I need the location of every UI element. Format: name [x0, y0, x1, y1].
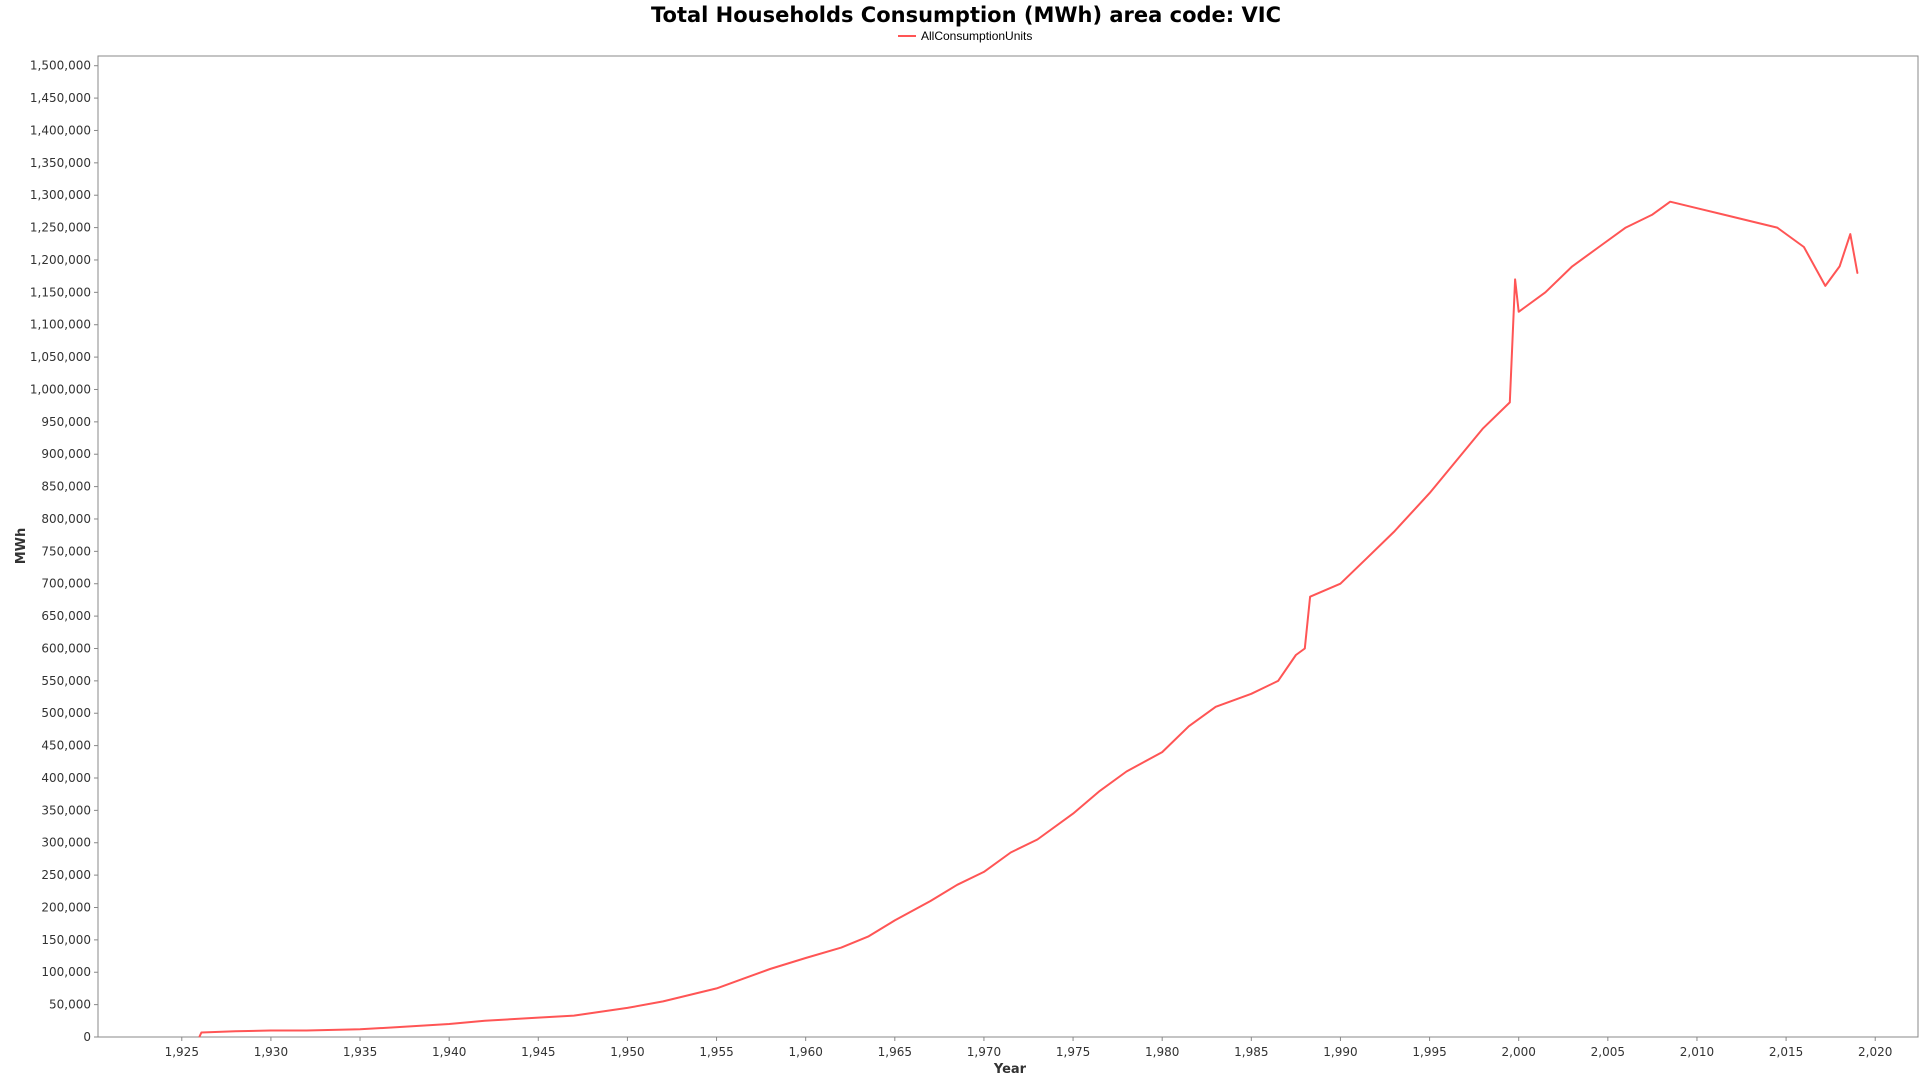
x-tick-label: 1,950	[610, 1045, 644, 1059]
y-tick-label: 450,000	[41, 739, 91, 753]
y-axis: 0 50,000 100,000 150,000 200,000 250,000 300,0…	[30, 59, 98, 1044]
y-tick-label: 350,000	[41, 803, 91, 817]
y-tick-label: 950,000	[41, 415, 91, 429]
legend-label: AllConsumptionUnits	[921, 29, 1032, 43]
x-tick-label: 2,015	[1769, 1045, 1803, 1059]
x-tick-label: 1,965	[878, 1045, 912, 1059]
y-tick-label: 1,250,000	[30, 221, 91, 235]
y-tick-label: 50,000	[49, 998, 91, 1012]
x-tick-label: 1,975	[1056, 1045, 1090, 1059]
y-tick-label: 1,300,000	[30, 188, 91, 202]
x-tick-label: 2,005	[1591, 1045, 1625, 1059]
x-axis-title: Year	[993, 1062, 1027, 1077]
x-tick-label: 2,020	[1858, 1045, 1892, 1059]
y-tick-label: 100,000	[41, 965, 91, 979]
x-tick-label: 1,990	[1323, 1045, 1357, 1059]
x-tick-label: 1,925	[165, 1045, 199, 1059]
y-tick-label: 400,000	[41, 771, 91, 785]
x-tick-label: 1,930	[254, 1045, 288, 1059]
y-tick-label: 1,100,000	[30, 318, 91, 332]
y-tick-label: 500,000	[41, 706, 91, 720]
y-axis-title: MWh	[14, 528, 29, 565]
y-tick-label: 300,000	[41, 836, 91, 850]
y-tick-label: 250,000	[41, 868, 91, 882]
x-tick-label: 1,995	[1412, 1045, 1446, 1059]
y-tick-label: 600,000	[41, 641, 91, 655]
legend: AllConsumptionUnits	[898, 29, 1032, 43]
x-tick-label: 2,000	[1502, 1045, 1536, 1059]
x-tick-label: 1,940	[432, 1045, 466, 1059]
y-tick-label: 1,150,000	[30, 285, 91, 299]
y-tick-label: 650,000	[41, 609, 91, 623]
y-tick-label: 1,000,000	[30, 382, 91, 396]
x-tick-label: 1,935	[343, 1045, 377, 1059]
y-tick-label: 0	[83, 1030, 91, 1044]
x-tick-label: 1,960	[788, 1045, 822, 1059]
x-axis: 1,925 1,930 1,935 1,940 1,945 1,950 1,955 1,960…	[165, 1037, 1892, 1059]
y-tick-label: 700,000	[41, 577, 91, 591]
x-tick-label: 1,945	[521, 1045, 555, 1059]
y-tick-label: 1,450,000	[30, 91, 91, 105]
x-tick-label: 1,955	[699, 1045, 733, 1059]
y-tick-label: 850,000	[41, 480, 91, 494]
x-tick-label: 1,985	[1234, 1045, 1268, 1059]
y-tick-label: 750,000	[41, 544, 91, 558]
y-tick-label: 1,500,000	[30, 59, 91, 73]
series-line-allconsumptionunits	[198, 200, 1859, 1038]
y-tick-label: 150,000	[41, 933, 91, 947]
x-tick-label: 2,010	[1680, 1045, 1714, 1059]
x-tick-label: 1,970	[967, 1045, 1001, 1059]
x-tick-label: 1,980	[1145, 1045, 1179, 1059]
y-tick-label: 200,000	[41, 900, 91, 914]
y-tick-label: 1,200,000	[30, 253, 91, 267]
y-tick-label: 1,050,000	[30, 350, 91, 364]
y-tick-label: 800,000	[41, 512, 91, 526]
y-tick-label: 1,350,000	[30, 156, 91, 170]
y-tick-label: 900,000	[41, 447, 91, 461]
plot-frame	[97, 55, 1919, 1038]
y-tick-label: 550,000	[41, 674, 91, 688]
chart-title: Total Households Consumption (MWh) area …	[651, 3, 1281, 27]
y-tick-label: 1,400,000	[30, 123, 91, 137]
